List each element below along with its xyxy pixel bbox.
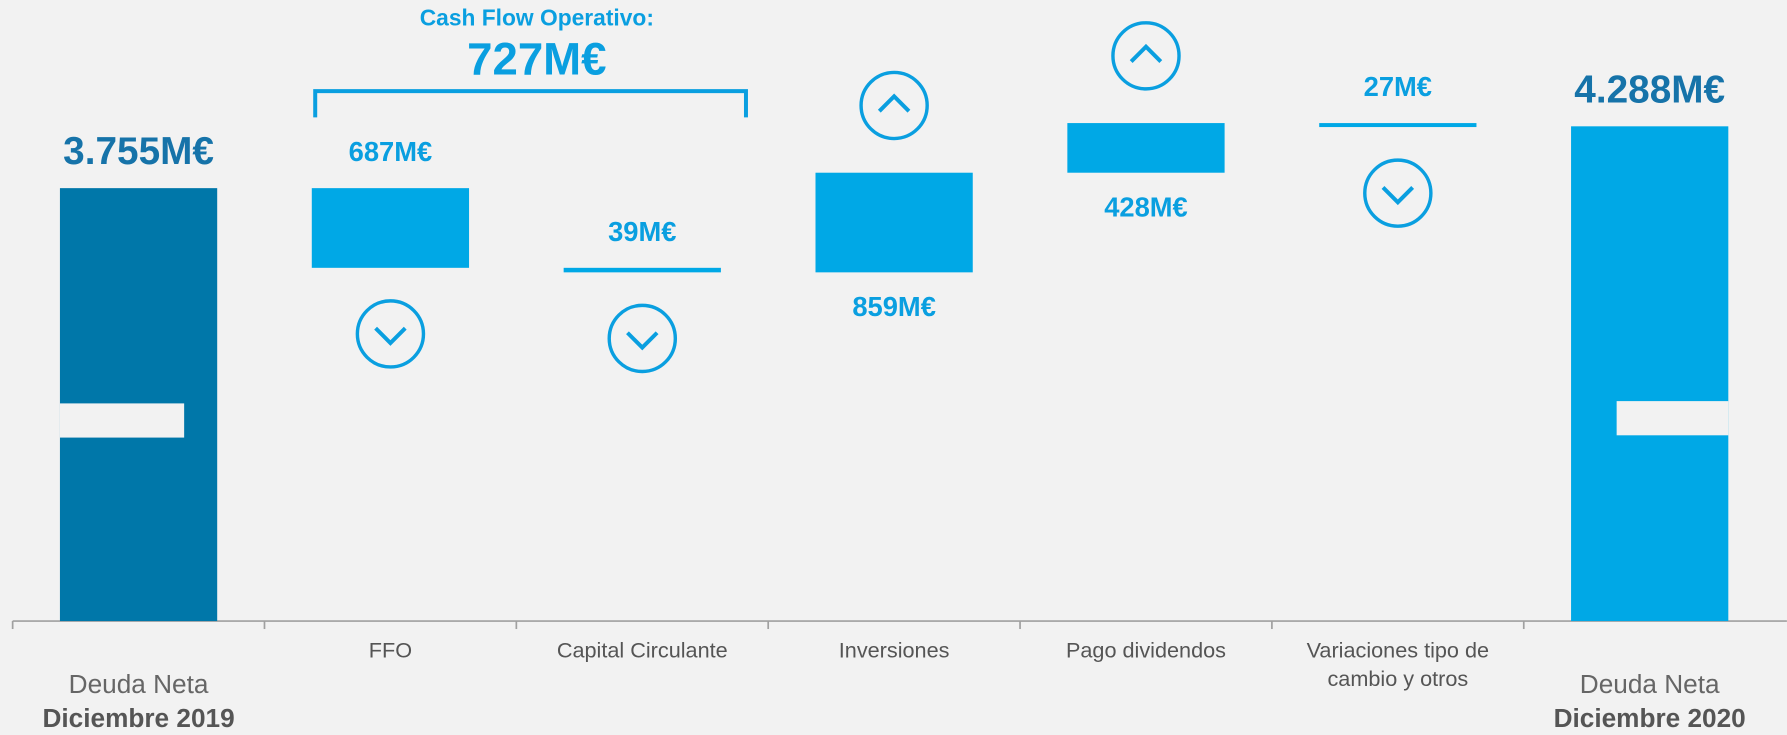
category-label: Inversiones [839, 638, 950, 663]
value-label: 859M€ [852, 291, 936, 322]
category-label: FFO [369, 638, 412, 663]
value-label: 687M€ [349, 136, 433, 167]
annotation-bracket [313, 89, 748, 118]
category-label: Deuda Neta [69, 669, 209, 699]
direction-icon [859, 70, 929, 141]
direction-icon [1363, 158, 1433, 228]
category-label: Diciembre 2019 [42, 703, 234, 733]
total-bar [1571, 126, 1729, 622]
change-bar [1319, 123, 1477, 128]
category-label: Capital Circulante [557, 638, 728, 663]
change-bar [1067, 123, 1225, 173]
chevron [877, 93, 911, 113]
value-label: 39M€ [608, 216, 676, 247]
chevron [374, 326, 407, 346]
direction-icon [607, 303, 678, 374]
category-label: Pago dividendos [1066, 638, 1226, 663]
annotation-value: 727M€ [467, 34, 606, 85]
direction-icon [355, 299, 426, 369]
category-label: Variaciones tipo de [1307, 638, 1489, 663]
total-label: 3.755M€ [63, 130, 214, 173]
axis-break [59, 403, 185, 438]
annotation-title: Cash Flow Operativo: [420, 4, 654, 30]
value-label: 428M€ [1104, 191, 1188, 222]
category-label: cambio y otros [1327, 666, 1468, 691]
change-bar [563, 267, 721, 273]
chevron [626, 331, 659, 351]
chevron [1129, 43, 1163, 63]
chevron [1381, 186, 1415, 206]
direction-icon [1111, 21, 1181, 91]
change-bar [815, 172, 973, 273]
change-bar [311, 188, 470, 268]
category-label: Deuda Neta [1580, 669, 1720, 699]
value-label: 27M€ [1364, 71, 1432, 102]
total-label: 4.288M€ [1574, 68, 1725, 111]
axis-break [1616, 401, 1729, 436]
category-label: Diciembre 2020 [1554, 703, 1746, 733]
